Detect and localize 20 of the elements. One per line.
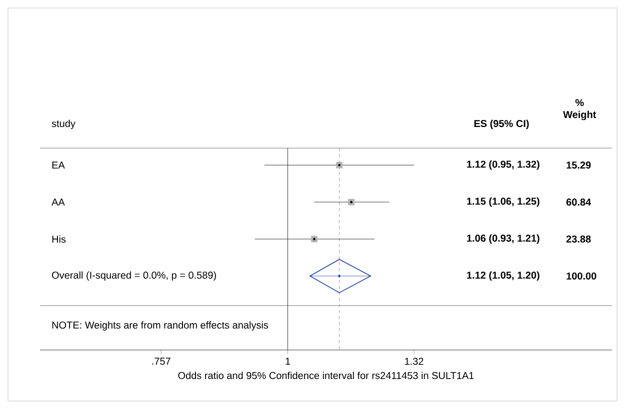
annotation: 1.15 (1.06, 1.25) — [467, 197, 540, 207]
annotation: 15.29 — [566, 162, 591, 169]
x-tick-label: 1 — [286, 358, 290, 365]
x-tick-label: 1.32 — [405, 358, 424, 365]
annotation: 1.12 (1.05, 1.20) — [467, 271, 540, 281]
y-tick-label: AA — [52, 198, 65, 206]
x-tick-label: .757 — [152, 358, 170, 365]
text: study — [52, 120, 76, 130]
annotation: 100.00 — [566, 272, 596, 280]
y-tick-label: EA — [52, 162, 65, 169]
x-axis-title: Odds ratio and 95% Confidence interval for rs2411453 in SULT1A1 — [178, 372, 474, 380]
text: % Weight — [563, 99, 596, 120]
annotation: 1.12 (0.95, 1.32) — [467, 160, 540, 170]
text: NOTE: Weights are from random effects analysis — [52, 321, 268, 331]
annotation: 23.88 — [566, 236, 591, 243]
annotation: 1.06 (0.93, 1.21) — [467, 234, 540, 244]
y-tick-label: Overall (I-squared = 0.0%, p = 0.589) — [52, 271, 216, 281]
annotation: 60.84 — [566, 198, 592, 206]
text: ES (95% CI) — [474, 120, 529, 130]
y-tick-label: His — [52, 235, 66, 243]
